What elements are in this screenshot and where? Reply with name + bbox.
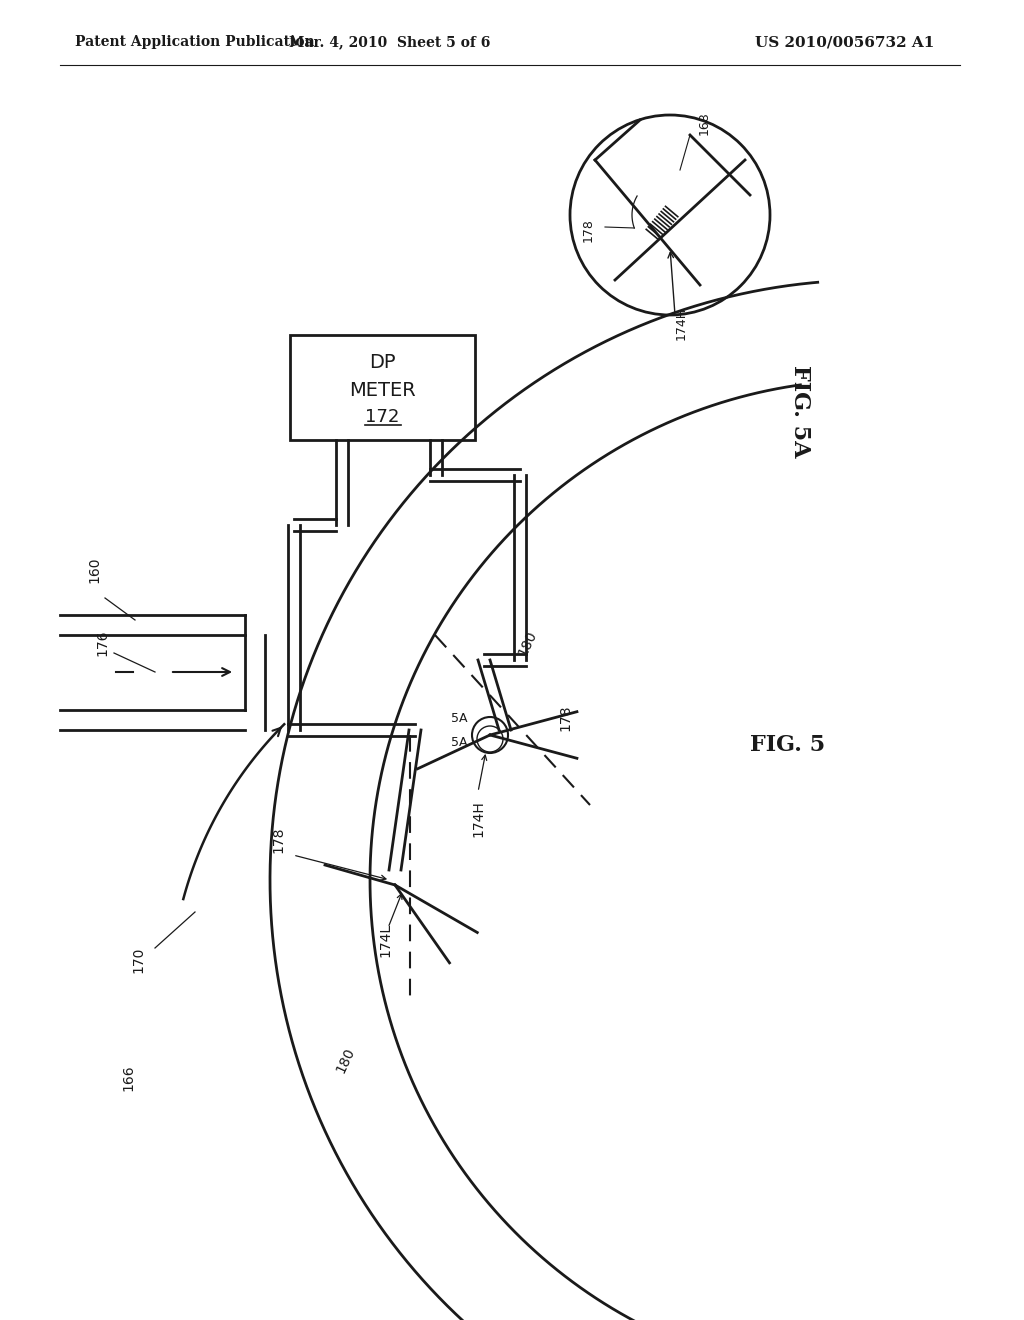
- Text: 178: 178: [558, 705, 572, 731]
- Text: 5A: 5A: [452, 735, 468, 748]
- Text: Patent Application Publication: Patent Application Publication: [75, 36, 314, 49]
- Text: FIG. 5A: FIG. 5A: [790, 366, 811, 458]
- Text: 176: 176: [95, 630, 109, 656]
- Text: 5A: 5A: [452, 711, 468, 725]
- Text: 160: 160: [87, 557, 101, 583]
- Text: 180: 180: [515, 628, 539, 657]
- Text: 166: 166: [121, 1065, 135, 1092]
- Text: US 2010/0056732 A1: US 2010/0056732 A1: [755, 36, 934, 49]
- Text: 170: 170: [131, 946, 145, 973]
- Text: METER: METER: [349, 380, 416, 400]
- Text: 180: 180: [333, 1045, 357, 1074]
- Text: 174H: 174H: [471, 800, 485, 837]
- Text: 174H: 174H: [675, 306, 688, 339]
- Bar: [290, 335, 475, 440]
- Text: 178: 178: [271, 826, 285, 853]
- Text: FIG. 5: FIG. 5: [750, 734, 825, 756]
- Text: 178: 178: [582, 218, 595, 242]
- Text: 168: 168: [698, 111, 711, 135]
- Text: DP: DP: [370, 354, 395, 372]
- Text: 172: 172: [366, 408, 399, 426]
- Text: Mar. 4, 2010  Sheet 5 of 6: Mar. 4, 2010 Sheet 5 of 6: [290, 36, 490, 49]
- Text: 174L: 174L: [378, 923, 392, 957]
